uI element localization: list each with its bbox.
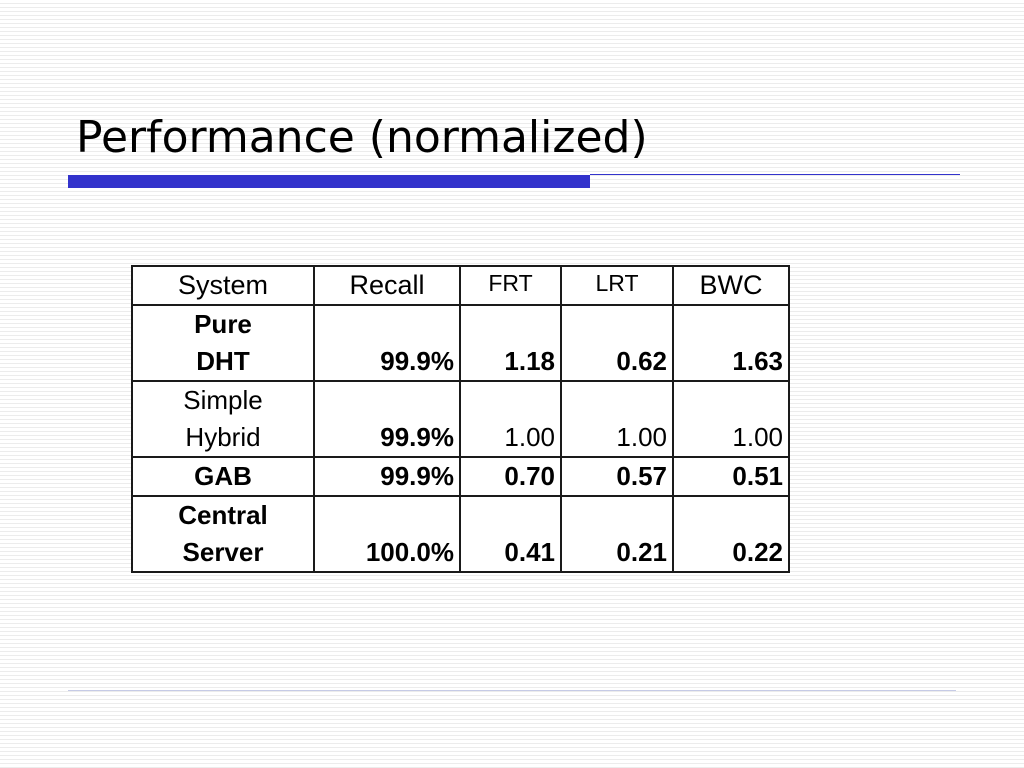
cell-system: Simple Hybrid [131, 380, 315, 458]
cell-lrt: 0.57 [560, 456, 674, 497]
cell-frt: 0.41 [459, 495, 562, 573]
cell-recall: 100.0% [313, 495, 461, 573]
cell-bwc: 0.51 [672, 456, 790, 497]
cell-frt: 0.70 [459, 456, 562, 497]
system-name-line: Simple [183, 385, 263, 415]
footer-divider [68, 690, 956, 691]
cell-bwc: 1.00 [672, 380, 790, 458]
header-bwc: BWC [672, 265, 790, 306]
cell-lrt: 1.00 [560, 380, 674, 458]
cell-system: Central Server [131, 495, 315, 573]
cell-frt: 1.18 [459, 304, 562, 382]
table-header-row: System Recall FRT LRT BWC [131, 265, 790, 306]
system-name-line: Hybrid [185, 422, 261, 452]
table-row-pure-dht: Pure DHT 99.9% 1.18 0.62 1.63 [131, 304, 790, 382]
title-underline-rule [590, 174, 960, 175]
cell-recall: 99.9% [313, 304, 461, 382]
header-frt: FRT [459, 265, 562, 306]
cell-lrt: 0.21 [560, 495, 674, 573]
cell-recall: 99.9% [313, 380, 461, 458]
system-name-line: Pure [194, 309, 252, 339]
cell-system: Pure DHT [131, 304, 315, 382]
title-underline-bar [68, 175, 590, 188]
table-row-simple-hybrid: Simple Hybrid 99.9% 1.00 1.00 1.00 [131, 380, 790, 458]
cell-frt: 1.00 [459, 380, 562, 458]
header-system: System [131, 265, 315, 306]
cell-lrt: 0.62 [560, 304, 674, 382]
table-row-central-server: Central Server 100.0% 0.41 0.21 0.22 [131, 495, 790, 573]
slide-title: Performance (normalized) [76, 112, 648, 163]
system-name-line: Central [178, 500, 268, 530]
header-recall: Recall [313, 265, 461, 306]
cell-bwc: 0.22 [672, 495, 790, 573]
system-name-line: Server [182, 537, 264, 567]
cell-system: GAB [131, 456, 315, 497]
header-lrt: LRT [560, 265, 674, 306]
cell-bwc: 1.63 [672, 304, 790, 382]
cell-recall: 99.9% [313, 456, 461, 497]
system-name-line: DHT [196, 346, 250, 376]
performance-table: System Recall FRT LRT BWC Pure DHT 99.9% … [131, 265, 790, 573]
table-row-gab: GAB 99.9% 0.70 0.57 0.51 [131, 456, 790, 497]
